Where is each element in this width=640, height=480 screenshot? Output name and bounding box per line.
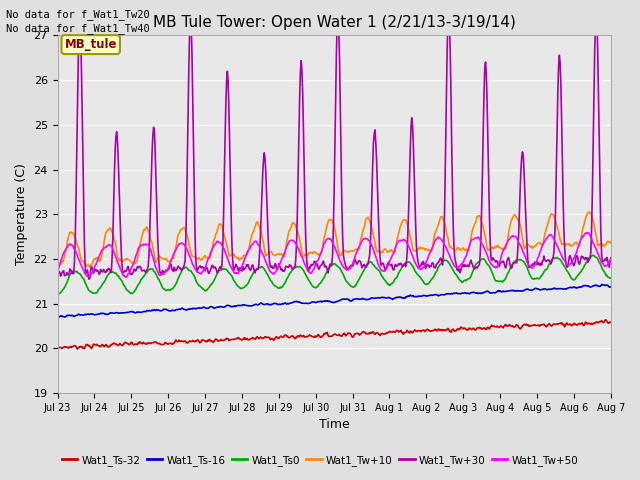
Y-axis label: Temperature (C): Temperature (C) [15,163,28,265]
Text: MB_tule: MB_tule [65,38,117,51]
Text: No data for f_Wat1_Tw20: No data for f_Wat1_Tw20 [6,9,150,20]
X-axis label: Time: Time [319,419,349,432]
Text: No data for f_Wat1_Tw40: No data for f_Wat1_Tw40 [6,23,150,34]
Title: MB Tule Tower: Open Water 1 (2/21/13-3/19/14): MB Tule Tower: Open Water 1 (2/21/13-3/1… [153,15,516,30]
Legend: Wat1_Ts-32, Wat1_Ts-16, Wat1_Ts0, Wat1_Tw+10, Wat1_Tw+30, Wat1_Tw+50: Wat1_Ts-32, Wat1_Ts-16, Wat1_Ts0, Wat1_T… [58,451,582,470]
